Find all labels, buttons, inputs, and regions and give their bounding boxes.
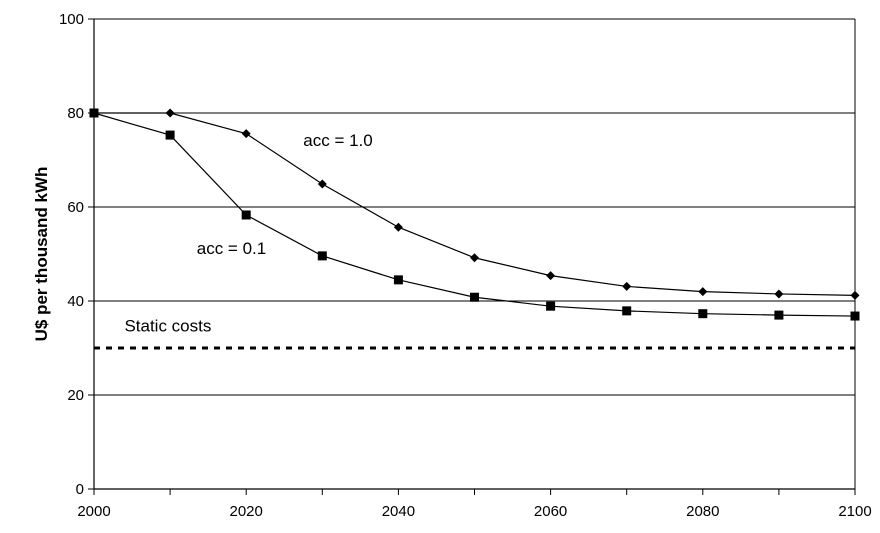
diamond-marker — [774, 289, 784, 299]
y-tick-label-80: 80 — [67, 105, 84, 122]
x-tick-label-2060: 2060 — [534, 503, 567, 520]
diamond-marker — [241, 129, 251, 139]
y-tick-label-0: 0 — [76, 481, 84, 498]
square-marker — [622, 306, 632, 316]
x-tick-label-2080: 2080 — [686, 503, 719, 520]
annotation-label: Static costs — [124, 317, 211, 336]
series-line-0 — [94, 112, 856, 296]
annotation-label: acc = 1.0 — [303, 131, 372, 150]
diamond-marker — [470, 253, 479, 263]
square-marker — [393, 275, 403, 285]
diamond-marker — [850, 290, 860, 300]
square-marker — [470, 292, 479, 302]
square-marker — [546, 301, 556, 311]
series-line-1 — [93, 112, 856, 317]
x-tick-label-2040: 2040 — [382, 503, 415, 520]
diamond-marker — [317, 179, 327, 189]
square-marker — [165, 130, 175, 140]
diamond-marker — [622, 281, 632, 291]
square-marker — [317, 251, 327, 261]
square-marker — [698, 309, 708, 319]
square-marker — [774, 310, 784, 320]
diamond-marker — [393, 222, 403, 232]
y-tick-label-100: 100 — [59, 11, 84, 28]
square-marker — [241, 210, 251, 220]
series-markers — [89, 108, 860, 321]
y-axis-label: U$ per thousand kWh — [32, 167, 51, 342]
diamond-marker — [698, 287, 708, 297]
annotation-label: acc = 0.1 — [197, 239, 266, 258]
y-tick-label-60: 60 — [67, 199, 84, 216]
y-tick-label-40: 40 — [67, 293, 84, 310]
annotations: acc = 1.0 acc = 0.1 Static costs — [124, 131, 372, 336]
diamond-marker — [546, 271, 556, 281]
diamond-marker — [165, 108, 175, 118]
x-tick-label-2000: 2000 — [77, 503, 110, 520]
grid-lines — [94, 18, 855, 396]
series-lines — [93, 112, 856, 350]
x-tick-label-2020: 2020 — [230, 503, 263, 520]
square-marker — [89, 108, 99, 118]
x-tick-label-2100: 2100 — [838, 503, 871, 520]
square-marker — [850, 311, 860, 321]
y-tick-label-20: 20 — [67, 387, 84, 404]
